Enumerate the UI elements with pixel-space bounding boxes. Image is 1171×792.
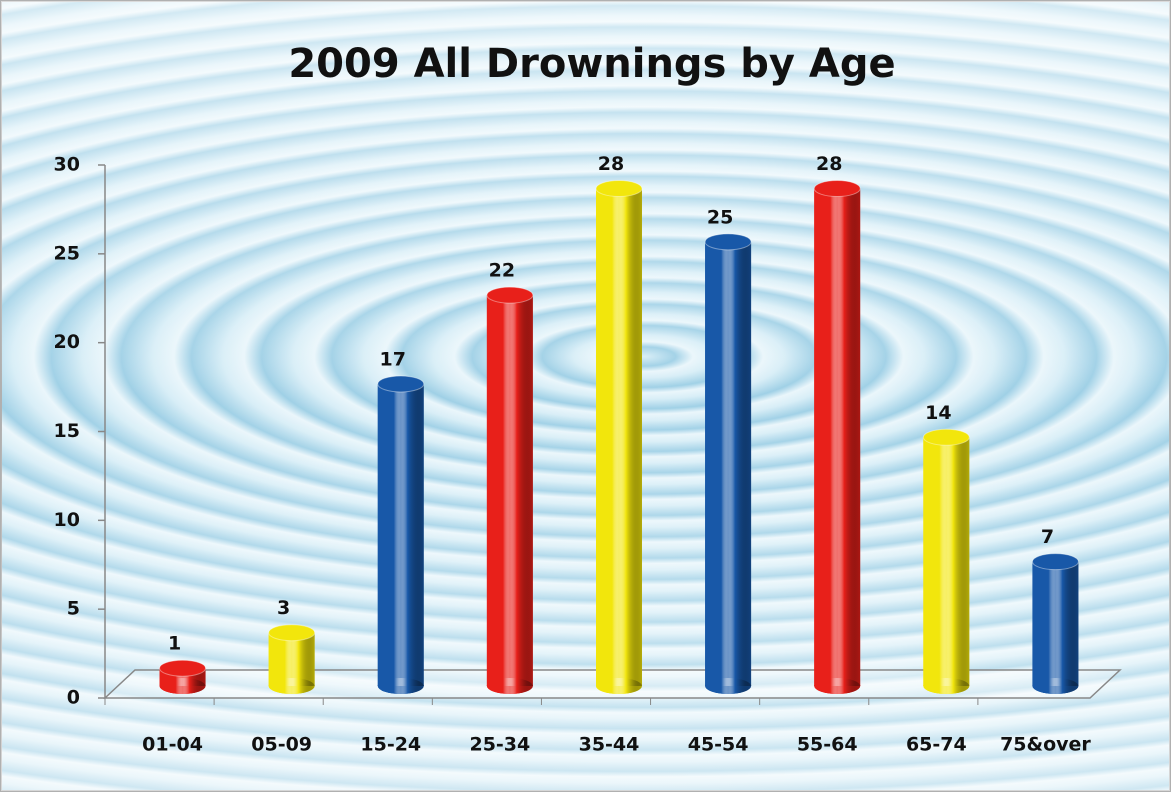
cylinder-body-shade [268, 632, 315, 686]
cylinder-top [159, 659, 207, 677]
data-label: 28 [598, 153, 624, 175]
x-tick-label: 45-54 [688, 734, 749, 756]
y-tick-label: 5 [67, 598, 80, 620]
x-tick-label: 15-24 [360, 734, 421, 756]
cylinder-top [922, 428, 970, 446]
x-tick-label: 01-04 [142, 734, 203, 756]
cylinder-body-shade [377, 383, 424, 686]
cylinder-top [595, 180, 643, 198]
data-label: 7 [1041, 526, 1054, 548]
cylinder-top [377, 375, 425, 393]
cylinder-body-shade [923, 437, 970, 686]
x-tick-label: 05-09 [251, 734, 312, 756]
chart-title: 2009 All Drownings by Age [288, 41, 895, 87]
bar [922, 428, 970, 694]
x-tick-label: 65-74 [906, 734, 967, 756]
y-tick-label: 15 [54, 420, 80, 442]
data-label: 17 [380, 348, 406, 370]
y-tick-label: 10 [54, 509, 80, 531]
data-label: 28 [816, 153, 842, 175]
data-label: 14 [925, 402, 951, 424]
cylinder-body-shade [705, 241, 752, 687]
cylinder-body-shade [486, 295, 533, 686]
cylinder-top [813, 180, 861, 198]
bar [159, 659, 207, 694]
bar [268, 624, 316, 694]
data-label: 3 [277, 597, 290, 619]
data-label: 25 [707, 206, 733, 228]
bar [595, 180, 643, 694]
cylinder-top [268, 624, 316, 642]
data-label: 22 [489, 260, 515, 282]
x-tick-label: 35-44 [579, 734, 640, 756]
cylinder-top [704, 233, 752, 251]
cylinder-body-shade [1032, 561, 1079, 686]
cylinder-body-shade [814, 188, 861, 687]
bar [1031, 553, 1079, 694]
x-tick-label: 55-64 [797, 734, 858, 756]
cylinder-body-shade [596, 188, 642, 687]
cylinder-top [486, 286, 534, 304]
x-tick-label: 25-34 [469, 734, 530, 756]
y-tick-label: 0 [67, 687, 80, 709]
bar [486, 286, 534, 694]
y-tick-label: 25 [54, 242, 80, 264]
data-label: 1 [168, 633, 181, 655]
bar [377, 375, 425, 694]
y-tick-label: 20 [54, 331, 80, 353]
bar [813, 180, 861, 694]
bar [704, 233, 752, 694]
y-tick-label: 30 [54, 154, 80, 176]
x-tick-label: 75&over [1000, 734, 1091, 756]
cylinder-top [1031, 553, 1079, 571]
